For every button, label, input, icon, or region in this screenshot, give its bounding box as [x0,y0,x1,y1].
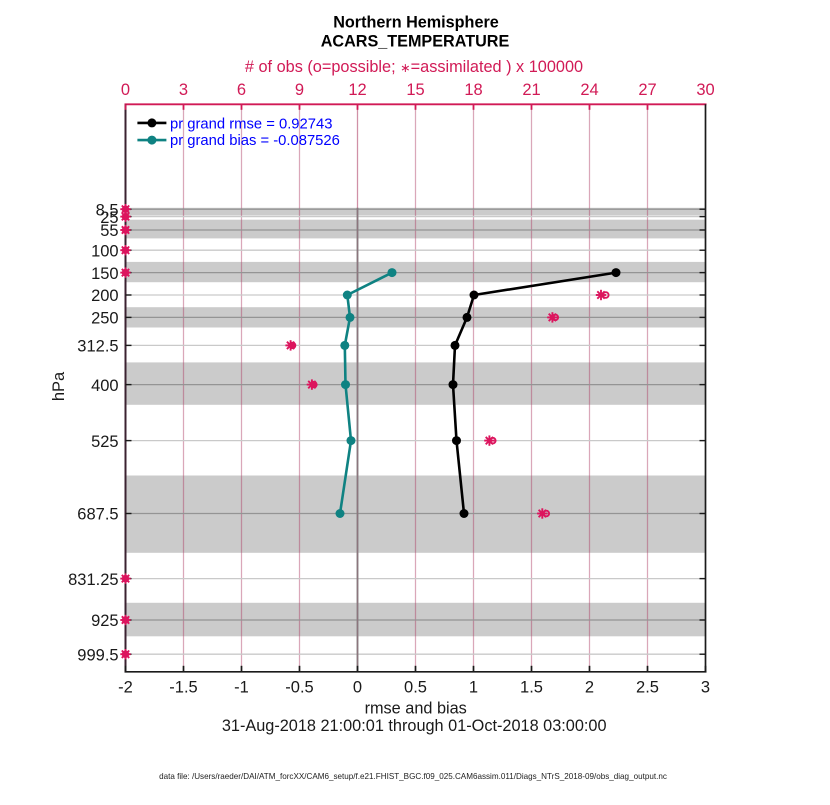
svg-text:31-Aug-2018 21:00:01 through 0: 31-Aug-2018 21:00:01 through 01-Oct-2018… [222,717,607,735]
svg-text:0: 0 [353,679,362,697]
svg-text:100: 100 [91,242,119,260]
svg-text:27: 27 [638,81,656,99]
svg-text:-0.5: -0.5 [285,679,313,697]
svg-text:925: 925 [91,612,119,630]
svg-text:2: 2 [585,679,594,697]
svg-text:0.5: 0.5 [404,679,427,697]
svg-text:pr grand bias = -0.087526: pr grand bias = -0.087526 [170,133,340,149]
svg-text:0: 0 [121,81,130,99]
svg-text:3: 3 [701,679,710,697]
svg-text:12: 12 [348,81,366,99]
svg-text:999.5: 999.5 [77,646,118,664]
svg-text:25: 25 [100,209,118,227]
svg-text:150: 150 [91,265,119,283]
svg-text:18: 18 [464,81,482,99]
svg-text:21: 21 [522,81,540,99]
svg-text:-2: -2 [118,679,133,697]
svg-text:-1.5: -1.5 [169,679,197,697]
svg-text:30: 30 [696,81,714,99]
svg-text:312.5: 312.5 [77,338,118,356]
svg-text:250: 250 [91,310,119,328]
svg-text:# of obs (o=possible; ∗=assimi: # of obs (o=possible; ∗=assimilated ) x … [245,58,583,76]
svg-text:15: 15 [406,81,424,99]
svg-text:687.5: 687.5 [77,506,118,524]
svg-text:2.5: 2.5 [636,679,659,697]
svg-text:24: 24 [580,81,598,99]
svg-text:data file: /Users/raeder/DAI/A: data file: /Users/raeder/DAI/ATM_forcXX/… [159,772,667,781]
svg-text:8.5: 8.5 [96,201,119,219]
svg-text:ACARS_TEMPERATURE: ACARS_TEMPERATURE [321,33,510,51]
svg-text:200: 200 [91,287,119,305]
svg-text:Northern Hemisphere: Northern Hemisphere [333,13,499,31]
svg-text:hPa: hPa [50,371,68,401]
svg-text:6: 6 [237,81,246,99]
svg-text:rmse and bias: rmse and bias [365,699,467,717]
svg-text:831.25: 831.25 [68,571,118,589]
svg-text:1: 1 [469,679,478,697]
svg-text:-1: -1 [234,679,249,697]
svg-text:1.5: 1.5 [520,679,543,697]
svg-text:3: 3 [179,81,188,99]
svg-text:55: 55 [100,222,118,240]
svg-text:525: 525 [91,433,119,451]
svg-text:9: 9 [295,81,304,99]
svg-text:400: 400 [91,377,119,395]
svg-text:pr grand rmse = 0.92743: pr grand rmse = 0.92743 [170,116,332,132]
